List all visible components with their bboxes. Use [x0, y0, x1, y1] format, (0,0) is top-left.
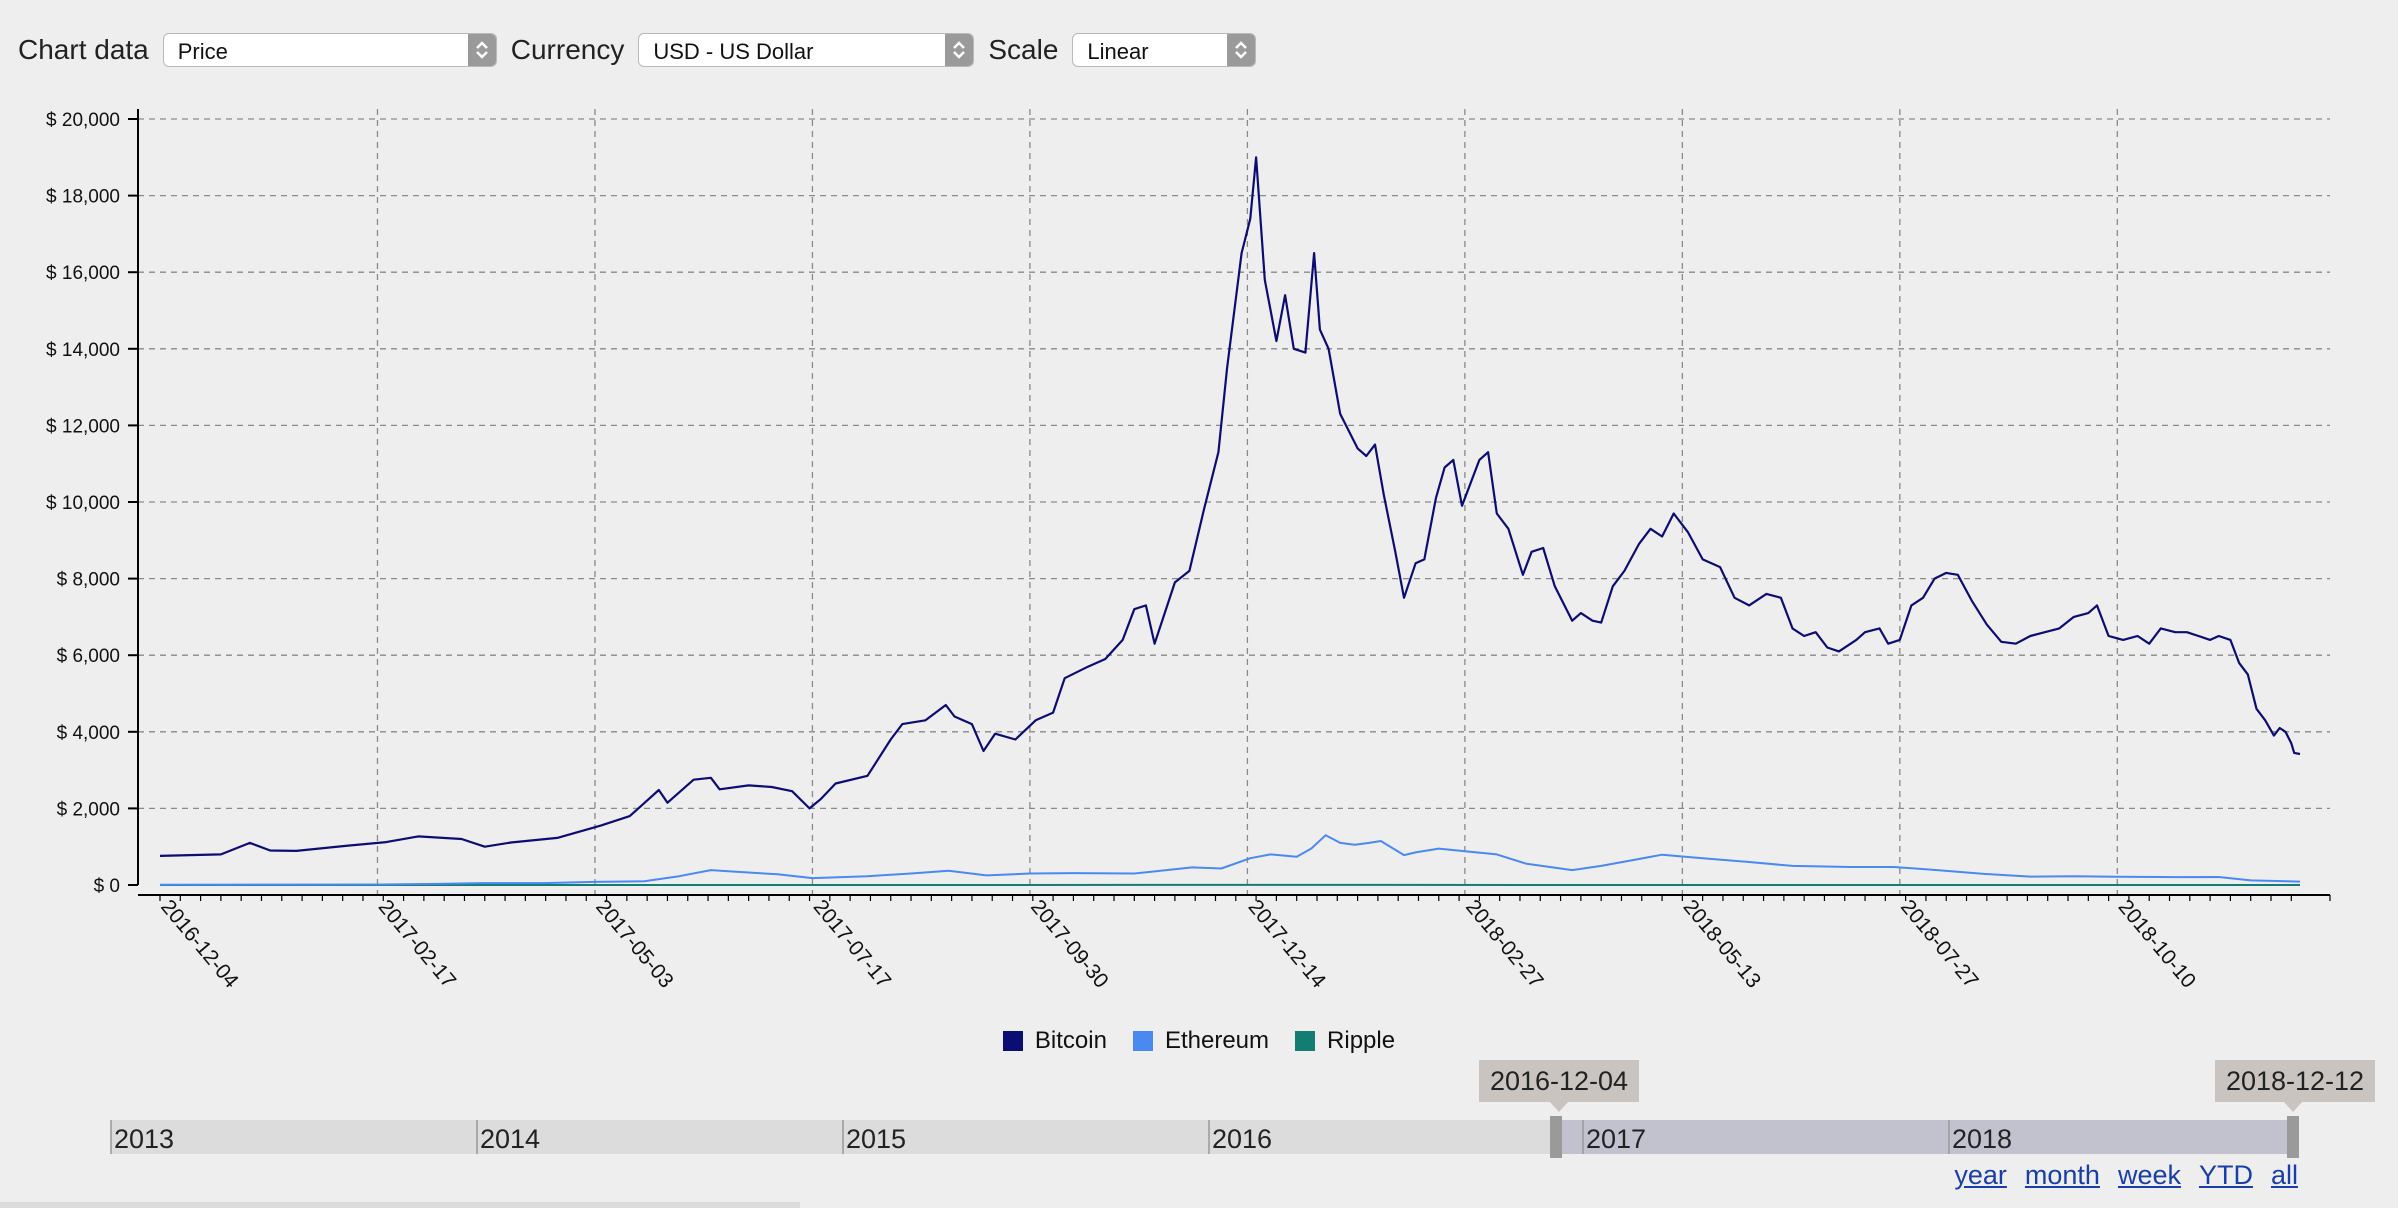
price-line-chart: $ 0 $ 2,000 $ 4,000 $ 6,000 $ 8,000 $ 10,000 $… — [46, 109, 2331, 993]
currency-value: USD - US Dollar — [653, 39, 814, 64]
y-tick-label: $ 4,000 — [57, 723, 120, 744]
navigator-year-label: 2015 — [846, 1124, 906, 1154]
x-tick-label: 2017-07-17 — [809, 895, 896, 992]
range-year-link[interactable]: year — [1954, 1160, 2007, 1190]
range-week-link[interactable]: week — [2117, 1160, 2181, 1190]
series-line-ethereum — [159, 834, 2301, 886]
x-tick-label: 2018-02-27 — [1461, 895, 1548, 992]
chevron-updown-icon — [1227, 34, 1256, 66]
y-tick-label: $ 6,000 — [57, 646, 120, 667]
x-tick-label: 2018-10-10 — [2113, 895, 2200, 992]
y-tick-label: $ 0 — [94, 876, 120, 897]
chevron-updown-icon — [945, 34, 974, 66]
navigator-left-handle[interactable] — [1550, 1116, 1562, 1158]
legend-swatch — [1002, 1031, 1023, 1051]
x-tick-label: 2017-12-14 — [1244, 895, 1331, 992]
x-tick-label: 2017-02-17 — [374, 895, 461, 992]
chart-data-label: Chart data — [18, 34, 149, 65]
scale-label: Scale — [988, 34, 1059, 65]
range-navigator[interactable]: 2013 2014 2015 2016 2017 2018 2016-12-04 2018… — [0, 1060, 2398, 1160]
legend-item-bitcoin[interactable]: Bitcoin — [1002, 1027, 1107, 1055]
x-tick-label: 2017-05-03 — [591, 895, 678, 992]
range-month-link[interactable]: month — [2024, 1160, 2100, 1190]
chart-controls: Chart data Price Currency USD - US Dolla… — [18, 30, 1270, 70]
legend-swatch — [1295, 1031, 1316, 1051]
navigator-year-label: 2013 — [114, 1124, 174, 1154]
y-tick-label: $ 2,000 — [57, 799, 120, 820]
legend-label: Ripple — [1327, 1027, 1396, 1054]
range-buttons: year month week YTD all — [1954, 1160, 2298, 1191]
x-tick-label: 2017-09-30 — [1026, 895, 1113, 992]
chart-data-value: Price — [177, 39, 228, 64]
scale-value: Linear — [1087, 39, 1149, 64]
start-date-label: 2016-12-04 — [1490, 1066, 1628, 1096]
bottom-scrollbar[interactable] — [0, 1202, 800, 1208]
legend-label: Ethereum — [1164, 1027, 1270, 1054]
currency-label: Currency — [510, 34, 625, 65]
navigator-selected-range — [1554, 1120, 2299, 1154]
y-tick-label: $ 8,000 — [57, 570, 120, 591]
legend-item-ripple[interactable]: Ripple — [1295, 1027, 1395, 1055]
navigator-year-label: 2018 — [1952, 1124, 2012, 1154]
y-tick-label: $ 14,000 — [46, 340, 120, 361]
x-tick-label: 2018-07-27 — [1896, 895, 1983, 992]
range-ytd-link[interactable]: YTD — [2198, 1160, 2253, 1190]
series-line-bitcoin — [159, 156, 2301, 857]
scale-select[interactable]: Linear — [1072, 33, 1257, 67]
navigator-year-label: 2014 — [480, 1124, 540, 1154]
y-tick-label: $ 16,000 — [46, 263, 120, 284]
end-date-label: 2018-12-12 — [2226, 1066, 2364, 1096]
navigator-right-handle[interactable] — [2287, 1116, 2299, 1158]
chevron-updown-icon — [467, 34, 496, 66]
currency-select[interactable]: USD - US Dollar — [638, 33, 975, 67]
x-tick-label: 2016-12-04 — [156, 895, 243, 992]
y-tick-label: $ 18,000 — [46, 187, 120, 208]
legend-swatch — [1132, 1031, 1153, 1051]
y-tick-label: $ 10,000 — [46, 493, 120, 514]
start-date-tooltip: 2016-12-04 — [1479, 1060, 1639, 1112]
legend-item-ethereum[interactable]: Ethereum — [1132, 1027, 1270, 1055]
end-date-tooltip: 2018-12-12 — [2215, 1060, 2375, 1112]
navigator-year-label: 2017 — [1586, 1124, 1646, 1154]
y-tick-label: $ 12,000 — [46, 416, 120, 437]
range-all-link[interactable]: all — [2270, 1160, 2298, 1190]
legend-label: Bitcoin — [1034, 1027, 1107, 1054]
chart-data-select[interactable]: Price — [162, 33, 497, 67]
chart-legend: Bitcoin Ethereum Ripple — [0, 1027, 2398, 1055]
navigator-year-label: 2016 — [1212, 1124, 1272, 1154]
x-tick-label: 2018-05-13 — [1679, 895, 1766, 992]
y-tick-label: $ 20,000 — [46, 110, 120, 131]
